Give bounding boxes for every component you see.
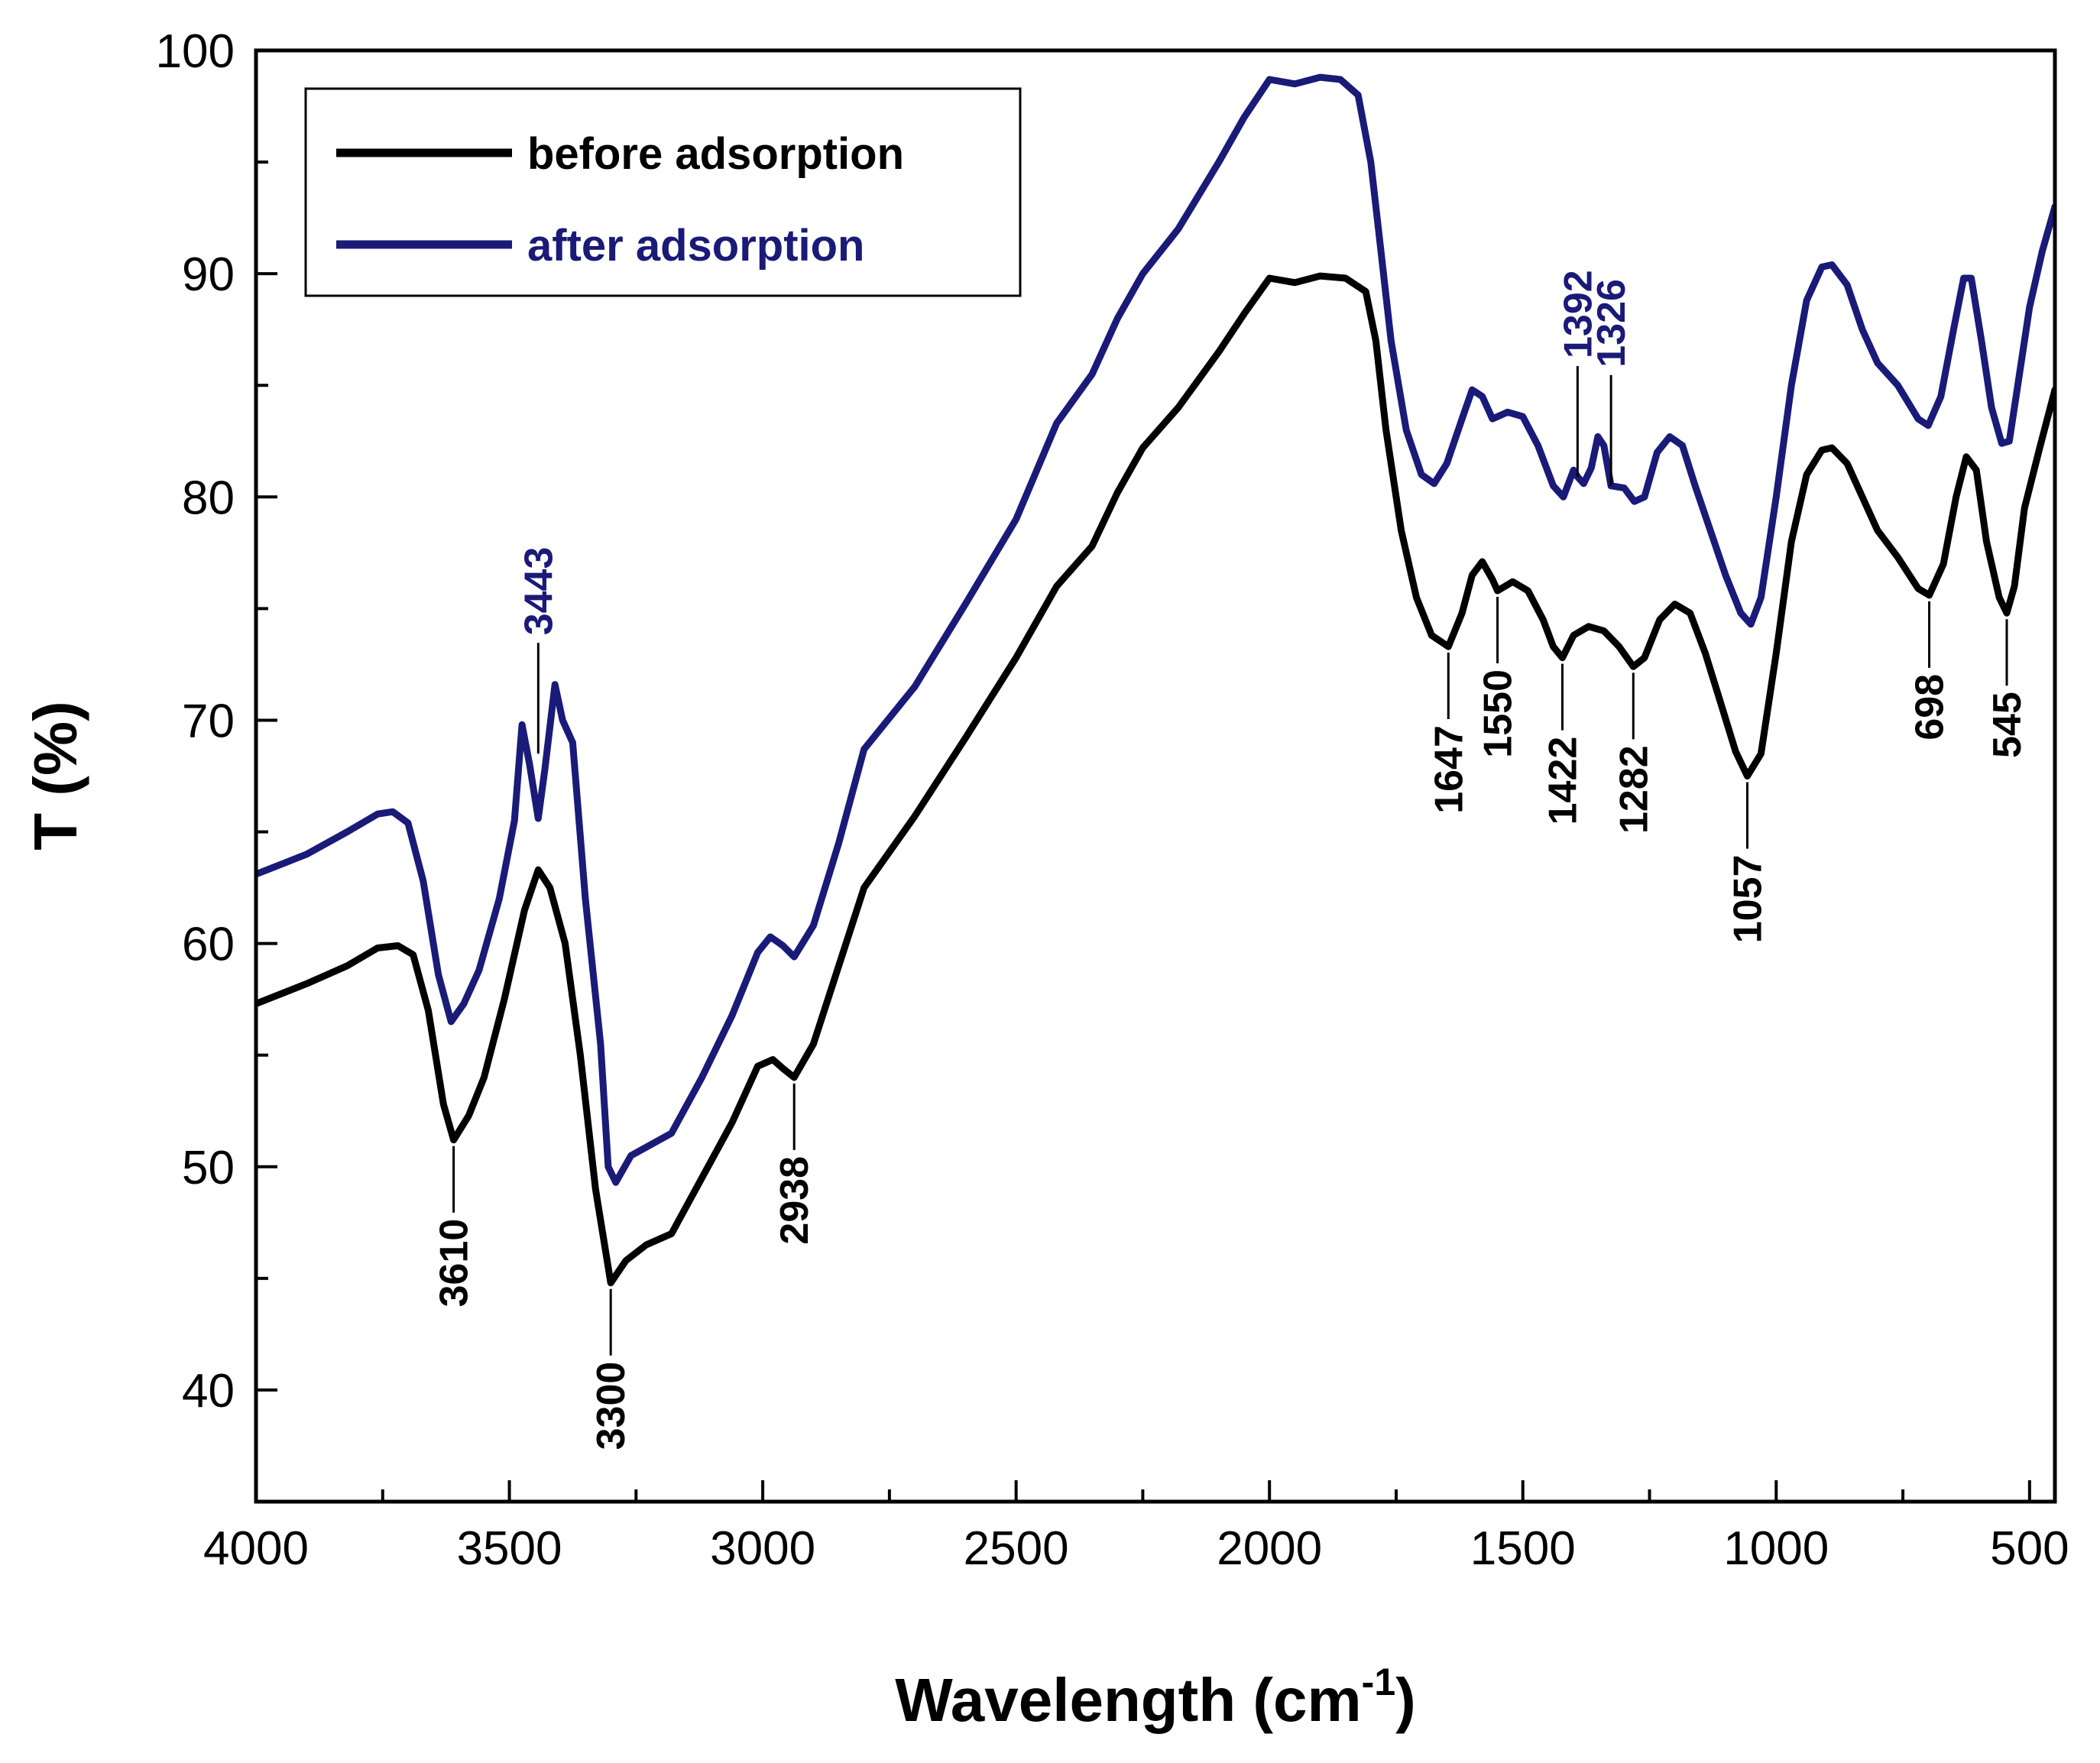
x-tick-label: 1500 xyxy=(1470,1522,1576,1575)
peak-label: 545 xyxy=(1985,692,2030,758)
legend-box xyxy=(304,87,1022,297)
y-tick-label: 50 xyxy=(182,1142,235,1194)
peak-label: 1647 xyxy=(1427,725,1471,814)
peak-label: 1282 xyxy=(1612,745,1656,834)
x-tick-label: 500 xyxy=(1990,1522,2069,1575)
peak-label: 3610 xyxy=(433,1219,477,1308)
x-axis-title-main: Wavelength (cm xyxy=(895,1666,1361,1734)
x-axis-title-close: ) xyxy=(1395,1666,1416,1734)
y-tick-label: 60 xyxy=(182,919,235,971)
legend: before adsorption after adsorption xyxy=(304,87,1022,297)
y-tick-label: 80 xyxy=(182,472,235,524)
plot-frame xyxy=(254,48,2057,1504)
peak-annotation-3300: 3300 xyxy=(589,1288,634,1450)
peak-annotation-3443: 3443 xyxy=(517,547,561,754)
peak-annotation-545: 545 xyxy=(1985,619,2030,758)
peak-annotation-3610: 3610 xyxy=(433,1146,477,1308)
peak-annotation-1550: 1550 xyxy=(1476,597,1521,758)
peak-label: 3443 xyxy=(517,547,561,636)
y-axis-title: T (%) xyxy=(21,701,89,851)
peak-label: 1550 xyxy=(1476,669,1521,758)
x-tick-label: 3000 xyxy=(710,1522,815,1575)
y-tick-label: 70 xyxy=(182,695,235,747)
peak-label: 1326 xyxy=(1590,279,1634,368)
x-tick-label: 4000 xyxy=(203,1522,309,1575)
x-tick-label: 1000 xyxy=(1723,1522,1829,1575)
peak-label: 2938 xyxy=(773,1156,817,1245)
peak-annotation-1326: 1326 xyxy=(1590,279,1634,486)
x-axis-title: Wavelength (cm-1) xyxy=(895,1661,1416,1734)
x-tick-label: 3500 xyxy=(457,1522,562,1575)
peak-annotation-1057: 1057 xyxy=(1726,782,1771,944)
peak-annotation-698: 698 xyxy=(1908,601,1953,741)
peak-annotation-1282: 1282 xyxy=(1612,672,1656,834)
x-tick-label: 2000 xyxy=(1217,1522,1322,1575)
peak-label: 1392 xyxy=(1556,270,1600,358)
y-tick-label: 40 xyxy=(182,1365,235,1418)
peak-annotation-2938: 2938 xyxy=(773,1083,817,1245)
peak-annotation-1392: 1392 xyxy=(1556,270,1600,478)
axes: 4000 3500 3000 2500 2000 1500 1000 500 40 50 60 70 8… xyxy=(156,25,2069,1575)
y-tick-label: 90 xyxy=(182,248,235,301)
series-line-before-adsorption xyxy=(256,272,2055,1287)
series-layer xyxy=(256,73,2055,1287)
series-line-after-adsorption xyxy=(256,73,2055,1186)
legend-label-before: before adsorption xyxy=(527,129,904,179)
y-tick-label: 100 xyxy=(156,25,235,78)
peak-label: 3300 xyxy=(589,1362,634,1450)
peak-label: 1057 xyxy=(1726,855,1771,944)
peak-annotation-1422: 1422 xyxy=(1541,663,1586,825)
peak-annotation-1647: 1647 xyxy=(1427,653,1471,814)
legend-label-after: after adsorption xyxy=(527,221,865,271)
x-axis-title-superscript: -1 xyxy=(1362,1661,1395,1703)
x-tick-label: 2500 xyxy=(964,1522,1069,1575)
peak-label: 1422 xyxy=(1541,737,1586,825)
peak-label: 698 xyxy=(1908,674,1953,741)
